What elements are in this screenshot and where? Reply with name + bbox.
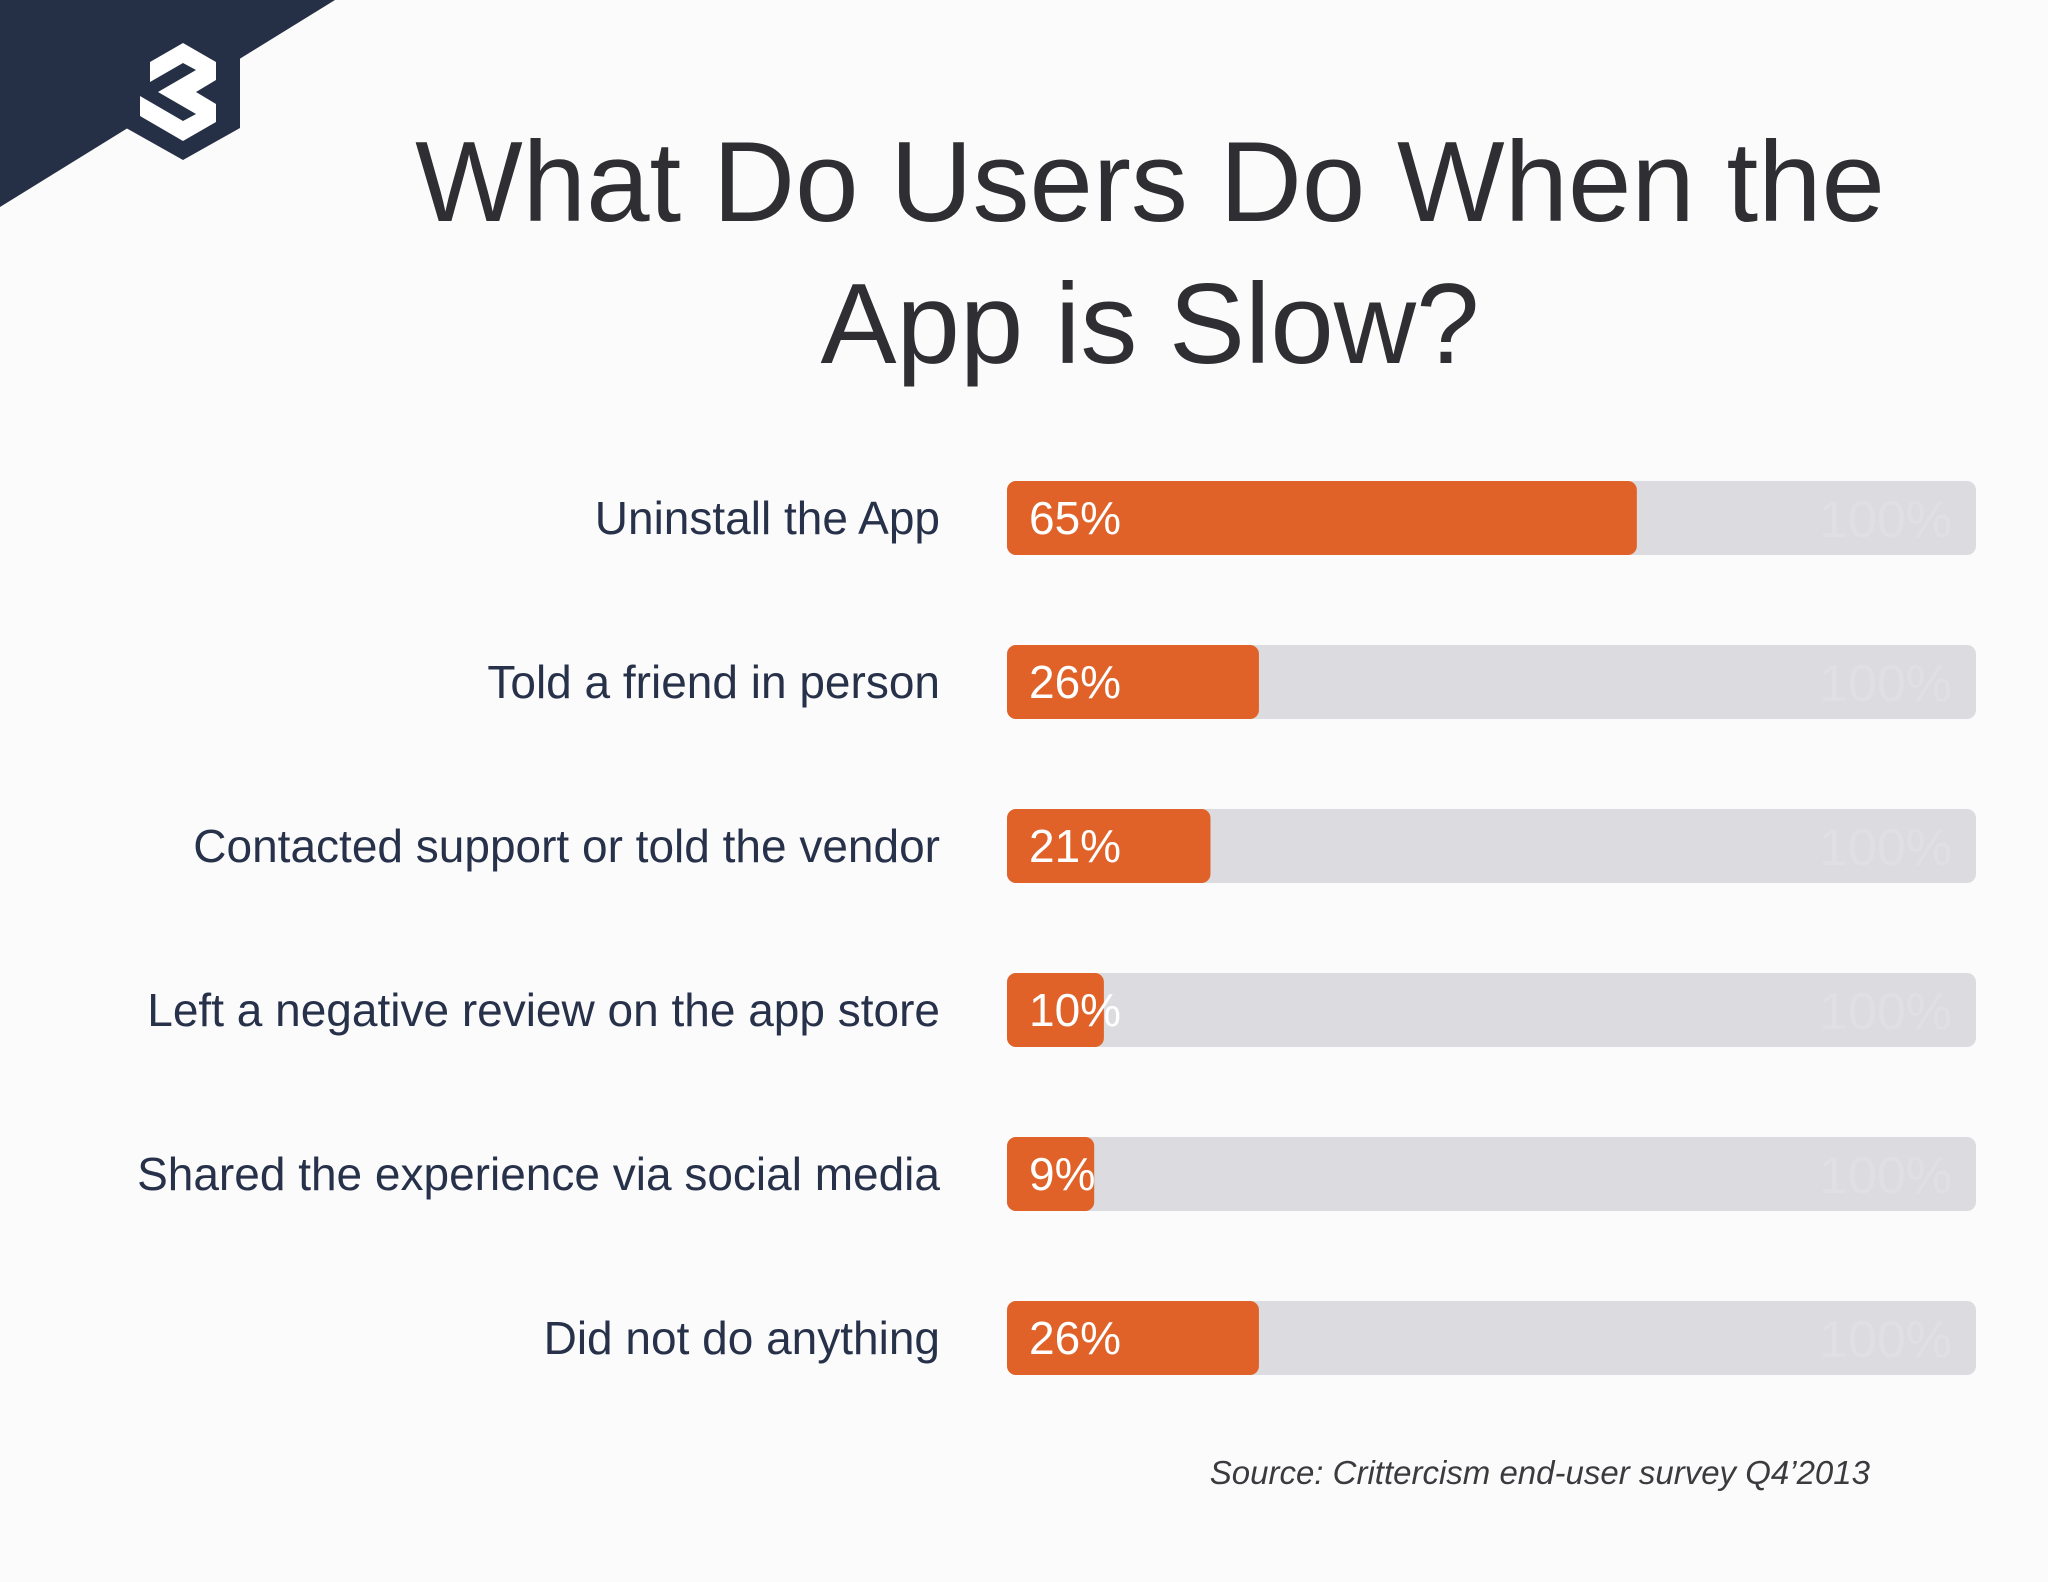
bar-row: Contacted support or told the vendor 21% 1… <box>193 809 1976 883</box>
title-line-2: App is Slow? <box>820 261 1480 388</box>
max-label: 100% <box>1819 1311 1952 1369</box>
source-note: Source: Crittercism end-user survey Q4’2… <box>1209 1454 1870 1491</box>
value-label: 65% <box>1029 492 1121 544</box>
bar-track <box>1007 1137 1976 1211</box>
bar-track <box>1007 809 1976 883</box>
category-label: Uninstall the App <box>595 492 940 544</box>
corner-decoration <box>0 0 335 207</box>
bar <box>1007 973 1104 1047</box>
bar <box>1007 1137 1095 1211</box>
category-label: Contacted support or told the vendor <box>193 820 940 872</box>
category-label: Shared the experience via social media <box>137 1148 940 1200</box>
max-label: 100% <box>1819 819 1952 877</box>
bar-row: Told a friend in person 26% 100% <box>487 645 1976 719</box>
value-label: 10% <box>1029 984 1121 1036</box>
max-label: 100% <box>1819 655 1952 713</box>
max-label: 100% <box>1819 983 1952 1041</box>
value-label: 26% <box>1029 656 1121 708</box>
bar <box>1007 481 1637 555</box>
max-label: 100% <box>1819 491 1952 549</box>
category-label: Left a negative review on the app store <box>147 984 940 1036</box>
bar-row: Left a negative review on the app store 1… <box>147 973 1976 1047</box>
bar-row: Uninstall the App 65% 100% <box>595 481 1976 555</box>
value-label: 26% <box>1029 1312 1121 1364</box>
bar-track <box>1007 973 1976 1047</box>
title-line-1: What Do Users Do When the <box>415 119 1885 246</box>
bar-row: Shared the experience via social media 9%… <box>137 1137 1976 1211</box>
category-label: Told a friend in person <box>487 656 940 708</box>
bar <box>1007 809 1211 883</box>
logo-icon <box>126 18 240 160</box>
bar <box>1007 1301 1259 1375</box>
value-label: 21% <box>1029 820 1121 872</box>
category-label: Did not do anything <box>544 1312 940 1364</box>
chart-title: What Do Users Do When the App is Slow? <box>330 112 1970 396</box>
max-label: 100% <box>1819 1147 1952 1205</box>
bar-row: Did not do anything 26% 100% <box>544 1301 1976 1375</box>
bar <box>1007 645 1259 719</box>
value-label: 9% <box>1029 1148 1095 1200</box>
